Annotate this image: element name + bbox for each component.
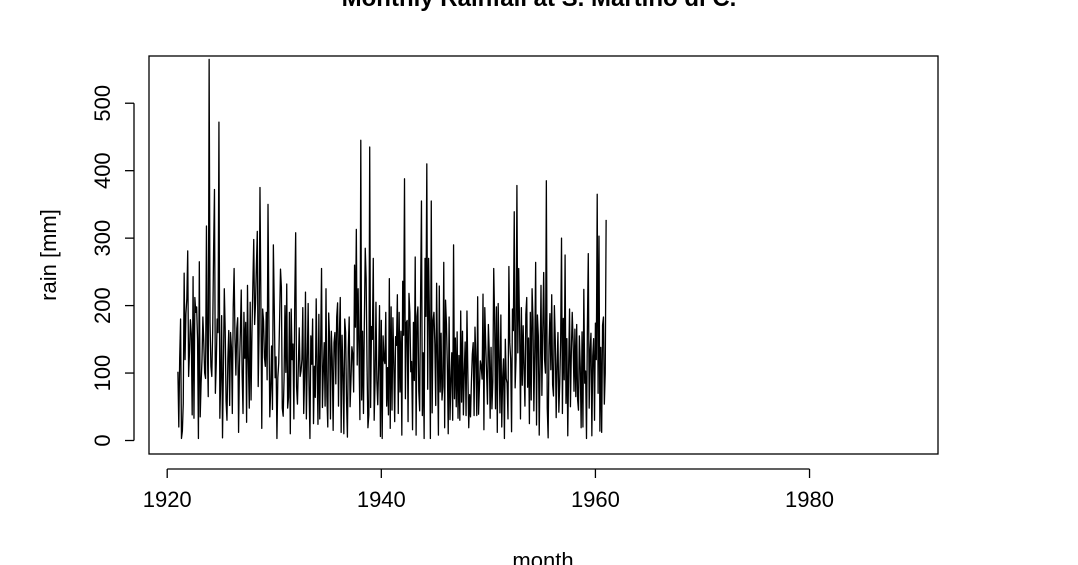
x-tick-label: 1980 <box>785 487 834 512</box>
y-axis: 0 100 200 300 400 500 <box>90 85 135 447</box>
y-tick-label: 300 <box>90 220 115 257</box>
x-tick-label: 1920 <box>143 487 192 512</box>
y-tick-label: 0 <box>90 434 115 446</box>
y-tick-label: 100 <box>90 355 115 392</box>
x-axis-title: month <box>512 548 573 565</box>
plot-frame <box>148 55 939 455</box>
y-tick-label: 500 <box>90 85 115 122</box>
rainfall-series-line <box>177 58 607 440</box>
x-tick-label: 1960 <box>571 487 620 512</box>
y-tick-label: 200 <box>90 287 115 324</box>
x-axis: 1920 1940 1960 1980 <box>143 468 834 512</box>
y-axis-title: rain [mm] <box>36 209 61 301</box>
y-tick-label: 400 <box>90 152 115 189</box>
chart-title: Monthly Rainfall at S. Martino di C. <box>342 0 737 12</box>
x-tick-label: 1940 <box>357 487 406 512</box>
